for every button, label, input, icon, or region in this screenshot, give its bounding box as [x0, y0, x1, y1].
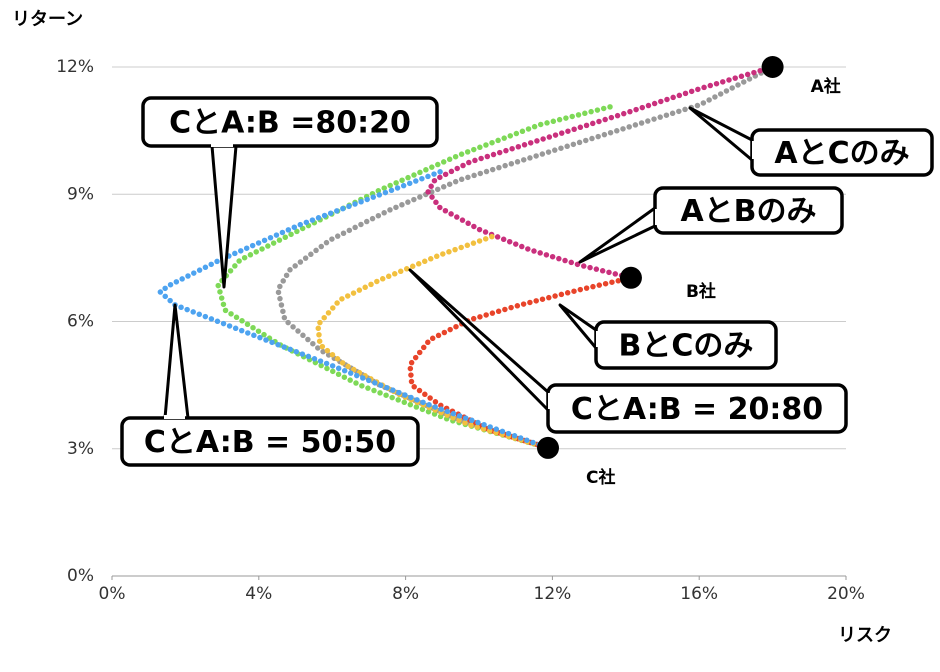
callout-text: CとA:B = 50:50 — [144, 425, 396, 460]
callout-cover — [548, 393, 552, 409]
callout-text: AとCのみ — [774, 136, 909, 171]
point-label: B社 — [686, 281, 716, 302]
callout-pointer — [688, 106, 754, 162]
y-tick-label: 0% — [67, 566, 94, 586]
y-tick-label: 6% — [67, 312, 94, 332]
x-tick-label: 12% — [534, 584, 572, 604]
callout-text: CとA:B = 20:80 — [571, 392, 823, 427]
series-line — [424, 64, 776, 281]
y-tick-label: 9% — [67, 184, 94, 204]
x-tick-label: 8% — [392, 584, 419, 604]
callout-cover — [211, 143, 233, 147]
callout-cover — [596, 331, 600, 347]
callout-text: CとA:B =80:20 — [169, 106, 411, 141]
point-label: C社 — [586, 467, 615, 488]
y-tick-label: 3% — [67, 439, 94, 459]
y-axis-title: リターン — [12, 9, 83, 30]
y-tick-label: 12% — [56, 57, 94, 77]
callout-cover — [752, 141, 756, 159]
x-tick-label: 0% — [99, 584, 126, 604]
series-line — [215, 104, 613, 451]
series-line — [315, 233, 551, 451]
x-axis-title: リスク — [838, 625, 892, 646]
callout-pointer — [558, 303, 598, 350]
series-line — [155, 169, 551, 451]
callout-text: BとCのみ — [619, 329, 754, 364]
point-label: A社 — [811, 76, 841, 97]
callout-text: AとBのみ — [680, 194, 816, 229]
callout-box — [141, 96, 439, 148]
callout-cover — [164, 415, 185, 419]
callout-box — [120, 416, 420, 467]
point — [619, 266, 642, 289]
x-tick-label: 20% — [827, 584, 865, 604]
callout-pointer — [578, 206, 657, 264]
x-tick-label: 16% — [680, 584, 718, 604]
callout-cover — [655, 209, 659, 225]
x-tick-label: 4% — [245, 584, 272, 604]
point — [761, 56, 784, 78]
point — [536, 436, 559, 459]
